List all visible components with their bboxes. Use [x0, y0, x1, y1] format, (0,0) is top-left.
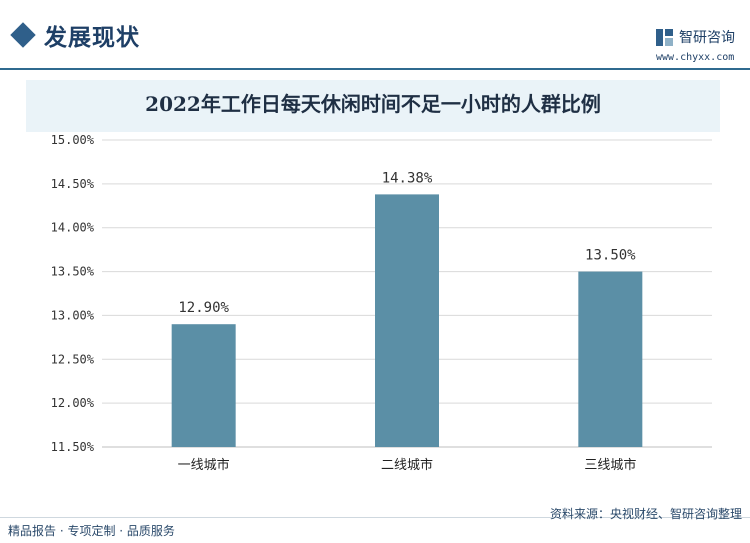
y-tick-label: 11.50% — [51, 440, 95, 454]
x-tick-label: 二线城市 — [381, 457, 433, 473]
y-tick-label: 13.50% — [51, 265, 95, 279]
y-tick-label: 14.00% — [51, 221, 95, 235]
y-tick-label: 12.00% — [51, 396, 95, 410]
brand-name: 智研咨询 — [679, 30, 735, 46]
header-divider — [0, 68, 750, 70]
data-label: 12.90% — [178, 300, 229, 316]
footer-divider — [0, 517, 750, 518]
chart-title: 2022年工作日每天休闲时间不足一小时的人群比例 — [145, 92, 601, 116]
x-tick-label: 一线城市 — [178, 457, 230, 473]
bar — [578, 271, 643, 447]
data-label: 13.50% — [585, 248, 636, 264]
chart-title-band — [26, 80, 720, 132]
bar — [375, 194, 439, 447]
y-tick-label: 15.00% — [51, 133, 95, 147]
bar — [171, 324, 236, 447]
y-tick-label: 12.50% — [51, 352, 95, 366]
y-tick-label: 13.00% — [51, 308, 95, 322]
source-note: 资料来源：央视财经、智研咨询整理 — [549, 507, 742, 521]
y-tick-label: 14.50% — [51, 177, 95, 191]
brand-url: www.chyxx.com — [656, 52, 735, 63]
footer-tagline: 精品报告 · 专项定制 · 品质服务 — [8, 524, 175, 538]
x-tick-label: 三线城市 — [584, 457, 636, 473]
header: 发展现状 智研咨询 www.chyxx.com — [0, 0, 750, 80]
section-title: 发展现状 — [44, 25, 140, 51]
data-label: 14.38% — [382, 170, 433, 186]
brand-logo-icon — [656, 29, 673, 46]
